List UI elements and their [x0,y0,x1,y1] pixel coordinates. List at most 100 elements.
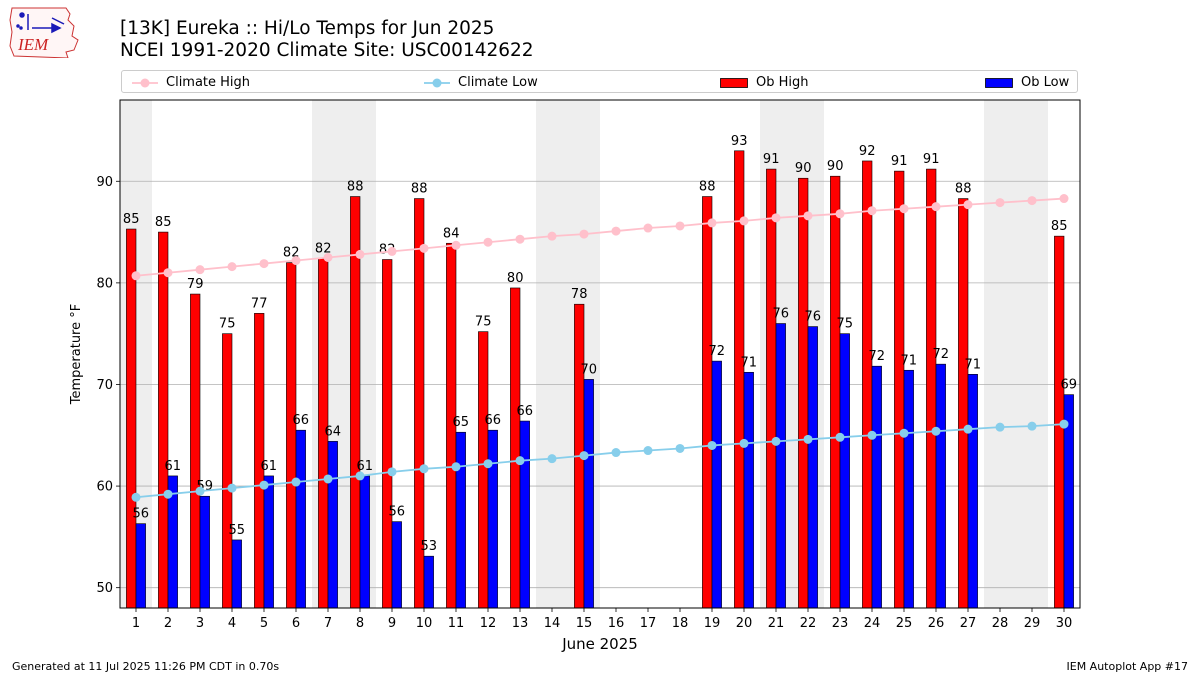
chart-subtitle: NCEI 1991-2020 Climate Site: USC00142622 [120,40,534,61]
x-tick-label: 15 [576,616,593,631]
climate-low-point [323,474,333,484]
ob-low-bar [903,369,914,609]
climate-high-point [259,259,269,269]
ob-low-bar [519,420,530,609]
ob-low-data-label: 71 [965,357,982,372]
x-axis-label: June 2025 [562,635,638,653]
climate-low-point [771,436,781,446]
x-tick-label: 16 [608,616,625,631]
ob-low-bar [327,441,338,609]
ob-high-bar [222,333,233,609]
ob-high-data-label: 91 [891,154,908,169]
ob-high-data-label: 75 [475,315,492,330]
x-tick-label: 30 [1056,616,1073,631]
ob-high-bar [510,287,521,609]
x-tick-label: 12 [480,616,497,631]
climate-low-point [483,459,493,469]
climate-high-point [899,204,909,214]
x-tick-label: 9 [388,616,396,631]
climate-low-point [515,456,525,466]
climate-low-point [291,477,301,487]
legend-ob-low: Ob Low [985,71,1069,94]
legend-climate-high-marker [132,78,158,87]
climate-high-point [835,209,845,219]
climate-high-point [995,198,1005,208]
ob-low-data-label: 69 [1061,378,1078,393]
climate-low-point [931,426,941,436]
legend-climate-low-marker [424,78,450,87]
x-tick-label: 1 [132,616,140,631]
climate-low-point [547,454,557,464]
climate-low-point [1059,419,1069,429]
climate-high-point [771,213,781,223]
ob-low-bar [391,521,402,609]
x-tick-label: 27 [960,616,977,631]
x-tick-label: 2 [164,616,172,631]
climate-high-point [611,226,621,236]
climate-high-point [579,229,589,239]
climate-low-point [803,434,813,444]
ob-low-data-label: 61 [357,459,374,474]
climate-low-point [451,462,461,472]
ob-high-bar [382,259,393,609]
x-tick-label: 20 [736,616,753,631]
climate-low-point [675,443,685,453]
climate-high-point [195,265,205,275]
ob-low-data-label: 72 [869,349,886,364]
ob-low-data-label: 56 [389,505,406,520]
ob-low-bar [711,360,722,609]
climate-high-point [163,268,173,278]
weekend-shade [536,100,568,608]
climate-low-point [259,480,269,490]
climate-low-point [707,440,717,450]
ob-low-bar [135,523,146,609]
x-tick-label: 17 [640,616,657,631]
ob-high-data-label: 92 [859,144,876,159]
ob-high-data-label: 80 [507,271,524,286]
ob-high-data-label: 90 [795,161,812,176]
ob-high-data-label: 88 [699,180,716,195]
climate-low-point [163,489,173,499]
climate-low-point [963,424,973,434]
climate-low-point [867,430,877,440]
climate-high-point [1059,194,1069,204]
climate-low-point [995,422,1005,432]
legend: Climate High Climate Low Ob High Ob Low [121,70,1078,93]
ob-high-data-label: 88 [347,180,364,195]
climate-low-point [739,438,749,448]
ob-high-data-label: 82 [315,241,332,256]
x-tick-label: 19 [704,616,721,631]
ob-high-data-label: 91 [763,152,780,167]
x-tick-label: 26 [928,616,945,631]
x-tick-label: 7 [324,616,332,631]
legend-climate-high-label: Climate High [166,75,251,90]
climate-low-point [195,486,205,496]
ob-low-bar [295,429,306,609]
legend-climate-high: Climate High [132,71,250,94]
climate-high-point [931,202,941,212]
legend-ob-high-label: Ob High [756,75,809,90]
ob-high-bar [702,196,713,609]
ob-high-data-label: 93 [731,134,748,149]
ob-high-data-label: 79 [187,277,204,292]
climate-low-point [227,483,237,493]
weekend-shade [984,100,1016,608]
climate-high-point [131,271,141,281]
x-tick-label: 18 [672,616,689,631]
ob-high-bar [286,262,297,609]
ob-low-bar [455,431,466,609]
ob-high-bar [958,198,969,609]
climate-high-line [135,197,1065,277]
ob-low-data-label: 75 [837,317,854,332]
ob-low-bar [199,495,210,609]
legend-ob-low-swatch [985,77,1013,88]
climate-low-point [419,464,429,474]
ob-low-data-label: 65 [453,415,470,430]
x-tick-label: 13 [512,616,529,631]
climate-high-point [227,262,237,272]
ob-high-data-label: 90 [827,159,844,174]
ob-high-bar [478,331,489,609]
ob-high-bar [862,160,873,609]
x-tick-label: 11 [448,616,465,631]
legend-ob-low-label: Ob Low [1021,75,1070,90]
